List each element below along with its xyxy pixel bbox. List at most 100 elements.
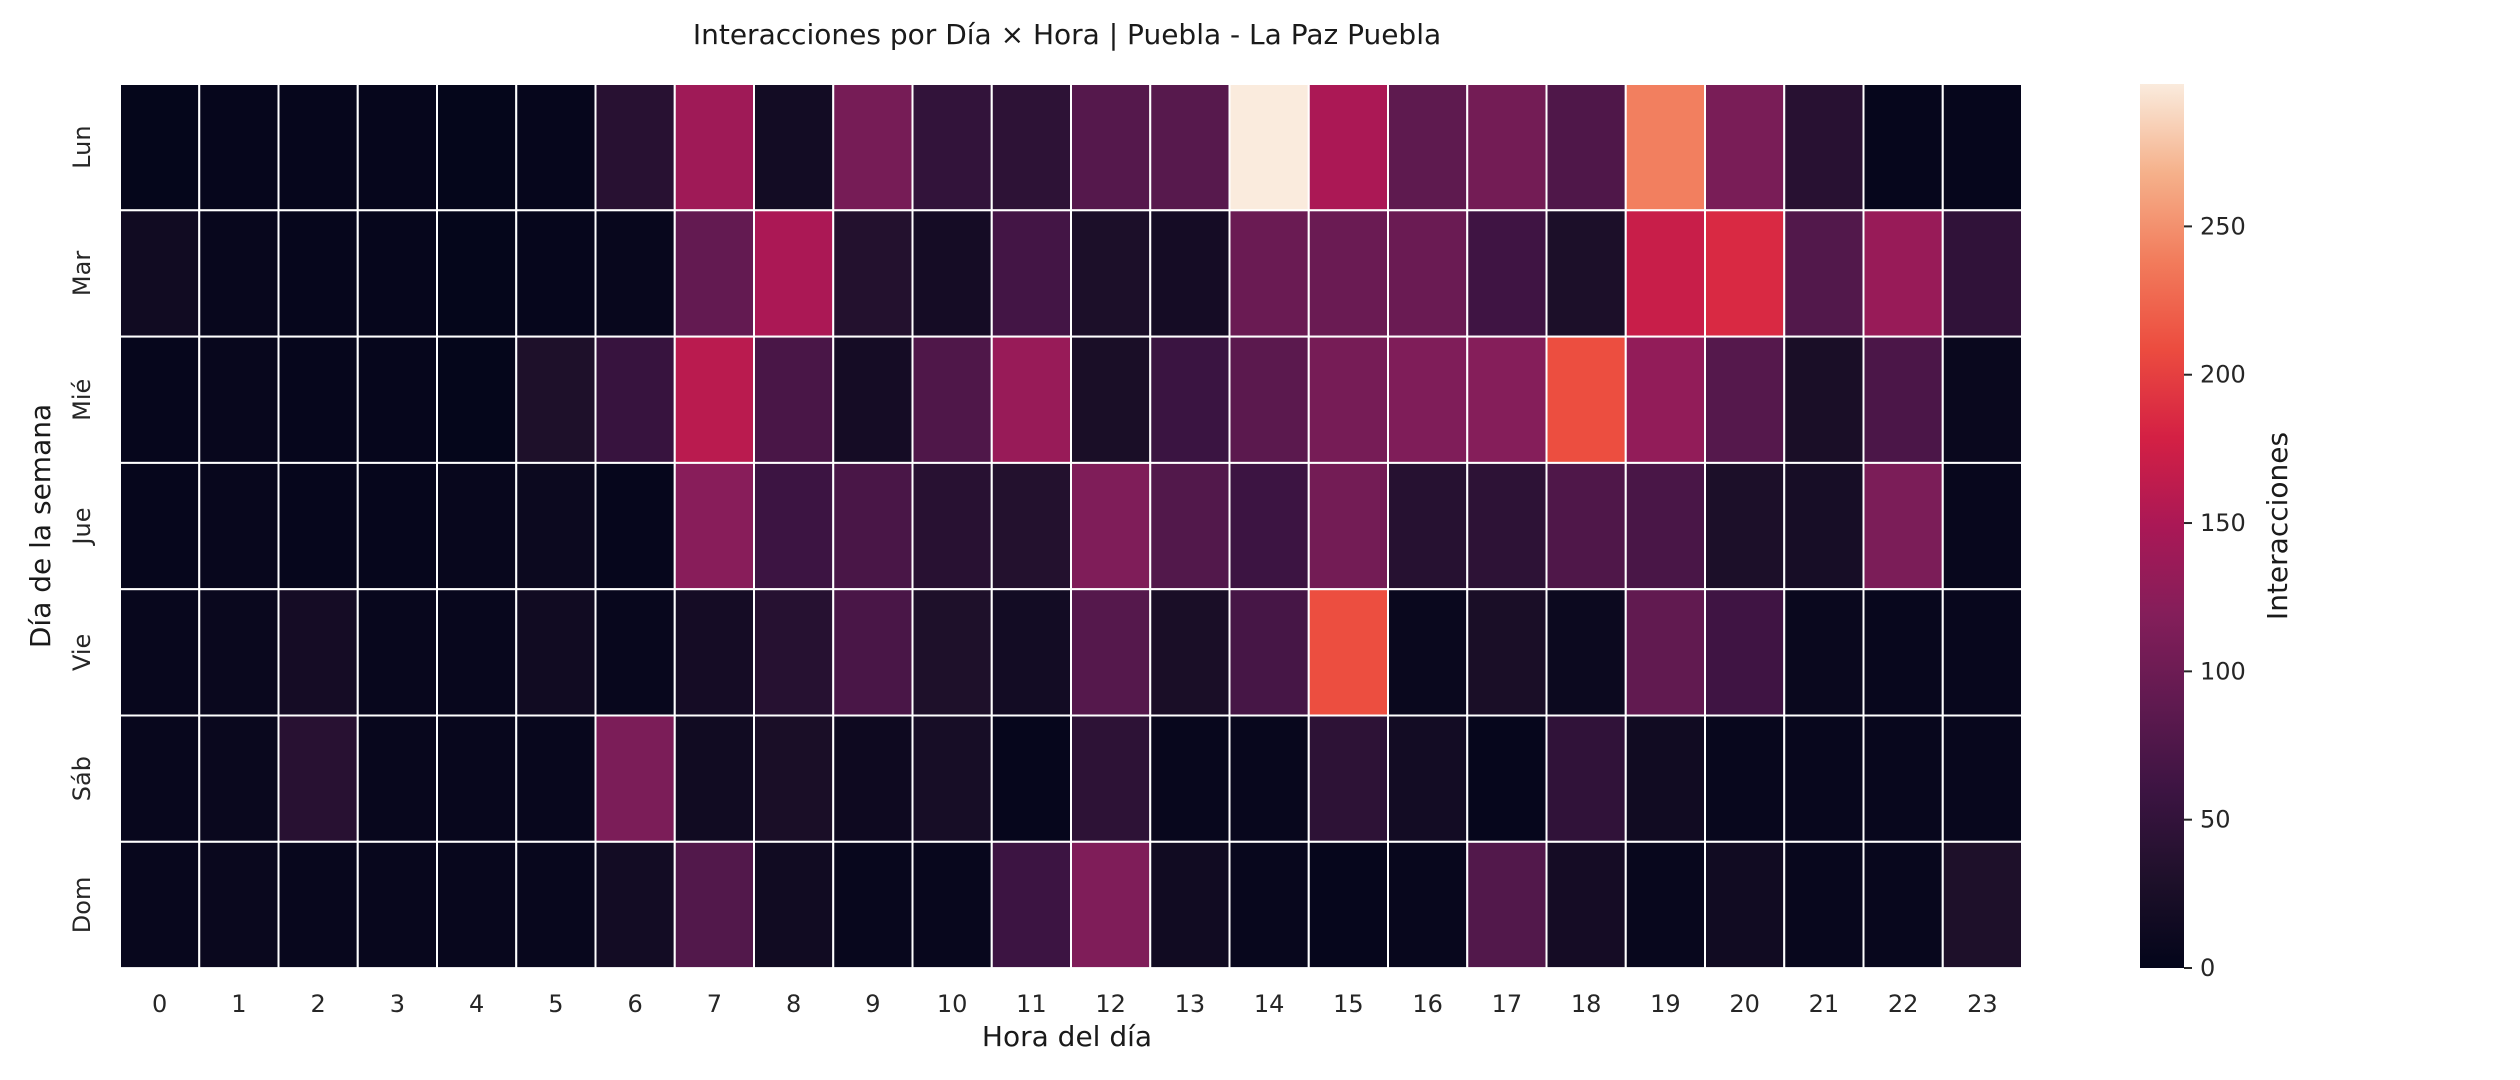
heatmap-cell [277,461,359,591]
x-axis-label: Hora del día [982,1020,1152,1053]
x-tick-label: 19 [1650,990,1681,1018]
heatmap-cell [1466,83,1548,212]
heatmap-cell [1149,209,1231,338]
heatmap-cell [515,335,597,464]
heatmap-cell [1466,840,1548,970]
heatmap-cell [1704,461,1786,591]
heatmap-cell [753,461,835,591]
heatmap-cell [198,83,280,212]
x-tick-label: 11 [1016,990,1047,1018]
heatmap-cell [911,461,993,591]
heatmap-cell [1387,209,1469,338]
heatmap-cell [673,588,755,717]
heatmap-cell [436,714,518,843]
y-tick-label: Vie [68,634,96,671]
heatmap-cell [277,588,359,717]
heatmap-cell [753,83,835,212]
x-tick-label: 2 [310,990,325,1018]
heatmap-cell [753,714,835,843]
x-tick-label: 22 [1888,990,1919,1018]
heatmap-cell [1704,209,1786,338]
heatmap-cell [990,335,1072,464]
heatmap-cell [1862,588,1944,717]
heatmap-cell [832,840,914,970]
heatmap-cell [198,714,280,843]
heatmap-cell [515,83,597,212]
colorbar-tick-label: 50 [2200,806,2231,834]
x-tick-label: 15 [1333,990,1364,1018]
heatmap-cell [990,588,1072,717]
heatmap-cell [1307,461,1389,591]
heatmap-cell [515,714,597,843]
heatmap-cell [1862,209,1944,338]
heatmap-cell [1624,840,1706,970]
heatmap-cell [1704,714,1786,843]
heatmap-cell [119,840,201,970]
heatmap-cell [1624,335,1706,464]
heatmap-cell [1941,335,2023,464]
x-tick-label: 6 [627,990,642,1018]
heatmap-cell [1624,461,1706,591]
x-tick-label: 3 [390,990,405,1018]
heatmap-cell [1149,83,1231,212]
heatmap-cell [1466,209,1548,338]
heatmap-cell [594,83,676,212]
heatmap-cell [1624,209,1706,338]
heatmap-cell [1545,840,1627,970]
x-tick-label: 17 [1492,990,1523,1018]
heatmap-cell [1941,461,2023,591]
heatmap-cell [1941,209,2023,338]
heatmap-cell [436,335,518,464]
heatmap-cell [594,840,676,970]
heatmap-cell [1387,588,1469,717]
heatmap-cell [673,83,755,212]
heatmap-cell [356,83,438,212]
heatmap-cell [1387,714,1469,843]
x-tick-label: 14 [1254,990,1285,1018]
heatmap-cell [356,335,438,464]
heatmap-cell [673,461,755,591]
heatmap-cell [1783,840,1865,970]
heatmap-cell [990,840,1072,970]
heatmap-cell [515,209,597,338]
y-tick-label: Mié [68,379,96,421]
heatmap-cell [119,335,201,464]
heatmap-cell [1070,714,1152,843]
heatmap-cell [1941,83,2023,212]
chart-title: Interacciones por Día × Hora | Puebla - … [693,18,1441,51]
colorbar-tick-label: 150 [2200,509,2246,537]
heatmap-cell [1466,588,1548,717]
heatmap-cell [911,335,993,464]
heatmap-cell [911,209,993,338]
heatmap-cell [356,840,438,970]
heatmap-cell [673,209,755,338]
colorbar: 0 50 100 150 200 250 Interacciones [2140,84,2294,982]
heatmap-cell [1466,335,1548,464]
heatmap-cell [1783,335,1865,464]
heatmap-cell [277,335,359,464]
heatmap-cell [119,714,201,843]
heatmap-cell [1070,83,1152,212]
heatmap-cell [1387,840,1469,970]
heatmap-cell [832,588,914,717]
heatmap-cell [1862,335,1944,464]
heatmap-cell [1545,588,1627,717]
heatmap-cell [198,461,280,591]
heatmap-cells [119,83,2023,970]
heatmap-cell [1862,461,1944,591]
heatmap-cell [1070,461,1152,591]
heatmap-cell [832,83,914,212]
colorbar-tick-label: 250 [2200,212,2246,240]
x-tick-label: 9 [865,990,880,1018]
heatmap-cell [1862,714,1944,843]
heatmap-cell [277,209,359,338]
heatmap-cell [1070,840,1152,970]
heatmap-cell [119,209,201,338]
y-tick-label: Dom [68,877,96,934]
heatmap-cell [1466,714,1548,843]
heatmap-cell [356,209,438,338]
heatmap-cell [1070,588,1152,717]
heatmap-cell [911,714,993,843]
heatmap-cell [1228,335,1310,464]
heatmap-cell [1387,83,1469,212]
